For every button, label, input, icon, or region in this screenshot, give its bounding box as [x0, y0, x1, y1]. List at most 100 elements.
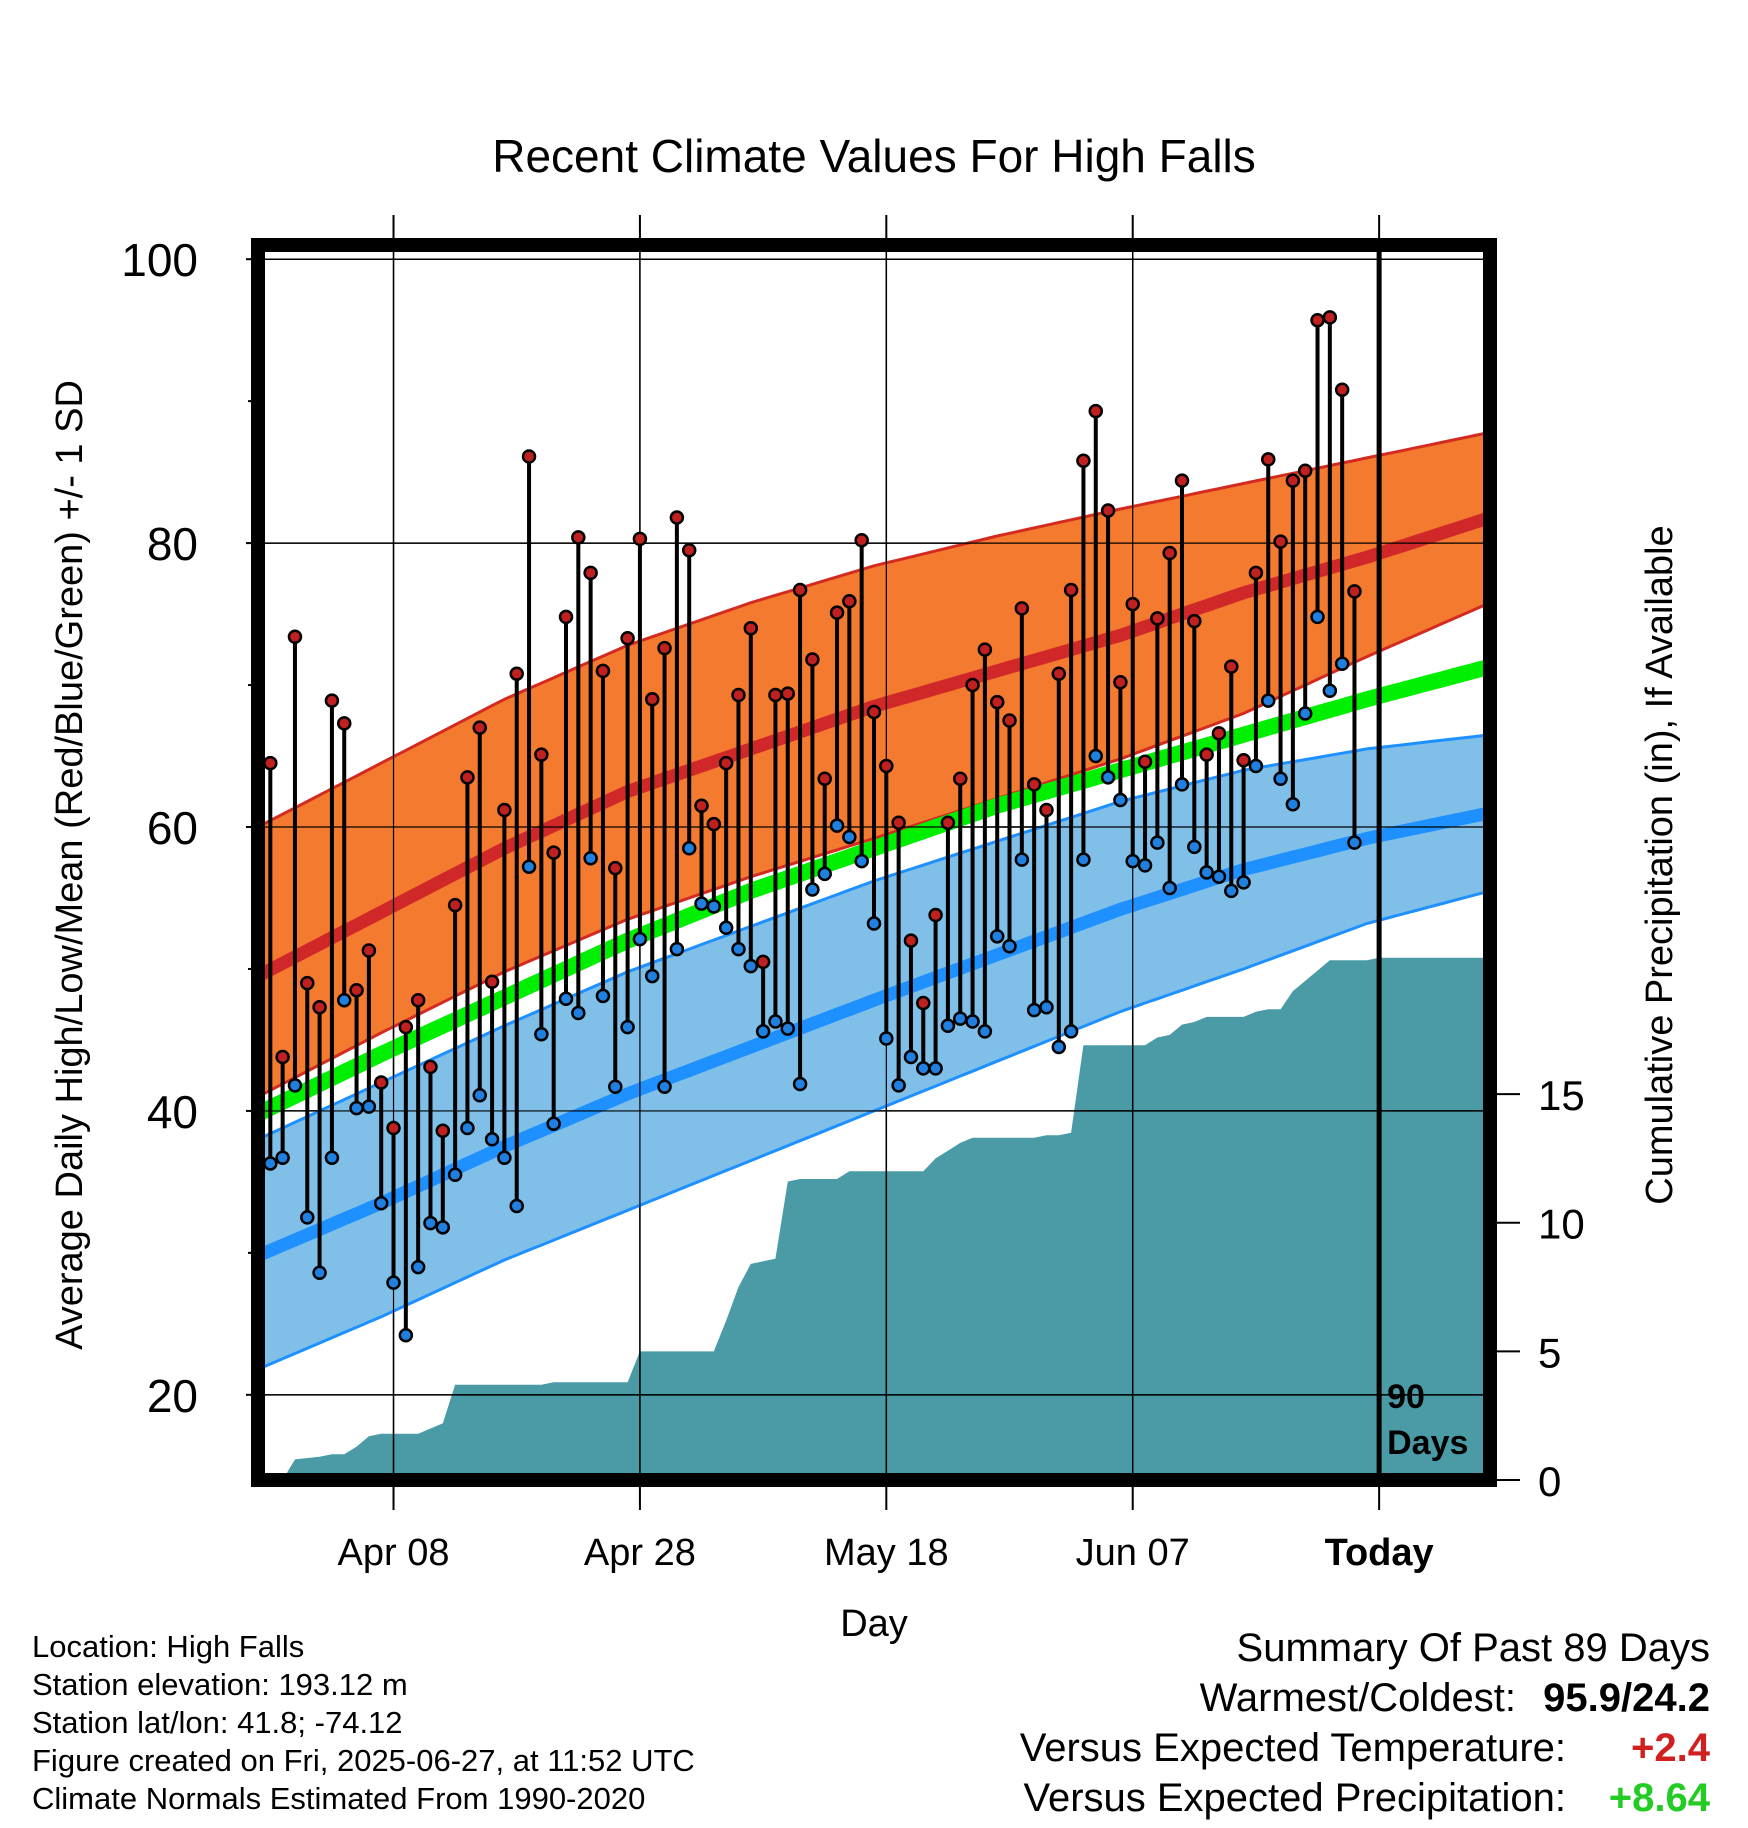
daily-high-point — [1310, 312, 1325, 328]
precip-anomaly-label: Versus Expected Precipitation: — [1023, 1776, 1566, 1820]
temp-anomaly-row: Versus Expected Temperature: +2.4 — [1020, 1723, 1710, 1773]
daily-low-point — [287, 1078, 303, 1093]
daily-high-point — [386, 1120, 401, 1136]
daily-high-point — [1113, 674, 1128, 690]
daily-high-point — [1347, 584, 1362, 599]
daily-high-point — [1297, 463, 1313, 478]
daily-low-point — [718, 920, 734, 936]
daily-low-point — [1150, 835, 1165, 850]
x-tick-label: Apr 08 — [338, 1532, 450, 1574]
daily-high-point — [1150, 611, 1165, 626]
x-tick-label: May 18 — [824, 1532, 949, 1574]
daily-high-point — [1334, 382, 1350, 398]
daily-low-point — [866, 916, 882, 931]
daily-low-point — [1187, 839, 1202, 855]
days-count-label: 90 — [1387, 1378, 1425, 1416]
daily-low-point — [1063, 1024, 1079, 1039]
daily-high-point — [669, 510, 685, 525]
daily-high-point — [521, 449, 537, 464]
daily-low-point — [386, 1275, 401, 1290]
y2-tick-label: 0 — [1538, 1458, 1561, 1505]
daily-low-point — [681, 841, 697, 856]
daily-high-point — [497, 802, 512, 818]
daily-high-point — [706, 816, 722, 832]
daily-low-point — [1199, 865, 1214, 880]
daily-high-point — [263, 755, 278, 771]
daily-low-point — [484, 1132, 500, 1147]
daily-high-point — [410, 992, 426, 1008]
daily-low-point — [706, 899, 722, 914]
daily-high-point — [336, 716, 352, 731]
daily-high-point — [755, 954, 771, 970]
daily-high-point — [1174, 473, 1190, 488]
daily-low-point — [940, 1018, 956, 1033]
daily-low-point — [349, 1100, 364, 1116]
daily-low-point — [1211, 869, 1227, 884]
daily-low-point — [300, 1210, 315, 1225]
daily-low-point — [1162, 880, 1177, 896]
summary-panel: Summary Of Past 89 Days Warmest/Coldest:… — [1020, 1623, 1710, 1823]
daily-low-point — [1224, 883, 1239, 899]
daily-low-point — [1088, 748, 1104, 764]
x-tick-label: Today — [1325, 1532, 1434, 1574]
daily-low-point — [854, 853, 869, 869]
daily-low-point — [509, 1198, 524, 1214]
daily-low-point — [989, 929, 1005, 944]
daily-low-point — [1100, 770, 1116, 785]
daily-high-point — [361, 943, 377, 958]
plot-frame — [251, 238, 1497, 1487]
daily-high-point — [472, 720, 488, 735]
daily-high-point — [1137, 754, 1153, 769]
normal-low-line — [258, 806, 1490, 1262]
created-text: Figure created on Fri, 2025-06-27, at 11… — [32, 1743, 695, 1778]
daily-high-point — [731, 687, 746, 703]
daily-high-point — [989, 694, 1005, 710]
daily-high-point — [620, 630, 635, 646]
daily-high-point — [891, 815, 906, 831]
daily-low-point — [571, 1005, 586, 1021]
daily-low-point — [608, 1079, 623, 1095]
daily-high-point — [1026, 777, 1042, 792]
daily-high-point — [928, 907, 943, 923]
daily-high-point — [1125, 596, 1140, 612]
daily-high-point — [1211, 726, 1227, 741]
daily-low-point — [1347, 835, 1362, 850]
y2-tick-label: 15 — [1538, 1072, 1585, 1119]
daily-high-point — [1187, 613, 1202, 629]
daily-low-point — [694, 896, 709, 911]
x-axis-label: Day — [840, 1603, 908, 1645]
daily-high-point — [916, 995, 931, 1011]
daily-low-point — [928, 1061, 943, 1076]
daily-low-point — [398, 1327, 414, 1343]
daily-low-point — [472, 1088, 488, 1103]
warmest-coldest-row: Warmest/Coldest: 95.9/24.2 — [1020, 1673, 1710, 1723]
daily-high-point — [1162, 545, 1177, 561]
temp-anomaly-value: +2.4 — [1631, 1726, 1710, 1770]
precip-anomaly-row: Versus Expected Precipitation: +8.64 — [1020, 1773, 1710, 1823]
daily-high-point — [743, 621, 759, 636]
daily-high-point — [534, 747, 549, 762]
daily-low-point — [965, 1014, 980, 1029]
daily-high-point — [373, 1075, 389, 1090]
x-tick-label: Apr 28 — [584, 1532, 696, 1574]
plot-area: 90 Days 20 40 60 80 100 0 5 10 15 Apr 08 Apr 28 May 1… — [121, 215, 1585, 1574]
daily-low-point — [952, 1011, 968, 1026]
daily-low-point — [977, 1024, 993, 1039]
daily-low-point — [546, 1116, 561, 1131]
y-tick-label: 40 — [147, 1086, 198, 1138]
daily-high-point — [324, 693, 340, 708]
daily-low-point — [460, 1120, 475, 1136]
daily-low-point — [1174, 777, 1190, 792]
daily-high-point — [460, 770, 475, 785]
y2-axis-label: Cumulative Precipitation (in), If Availa… — [1639, 525, 1681, 1204]
daily-low-point — [558, 991, 574, 1007]
daily-high-point — [398, 1019, 414, 1035]
daily-low-point — [1248, 758, 1264, 774]
daily-low-point — [324, 1150, 340, 1166]
daily-high-point — [287, 629, 303, 645]
daily-low-point — [595, 988, 611, 1004]
daily-low-point — [435, 1220, 451, 1235]
plot-clip-group: 90 Days — [258, 245, 1490, 1480]
daily-high-point — [1322, 310, 1338, 325]
